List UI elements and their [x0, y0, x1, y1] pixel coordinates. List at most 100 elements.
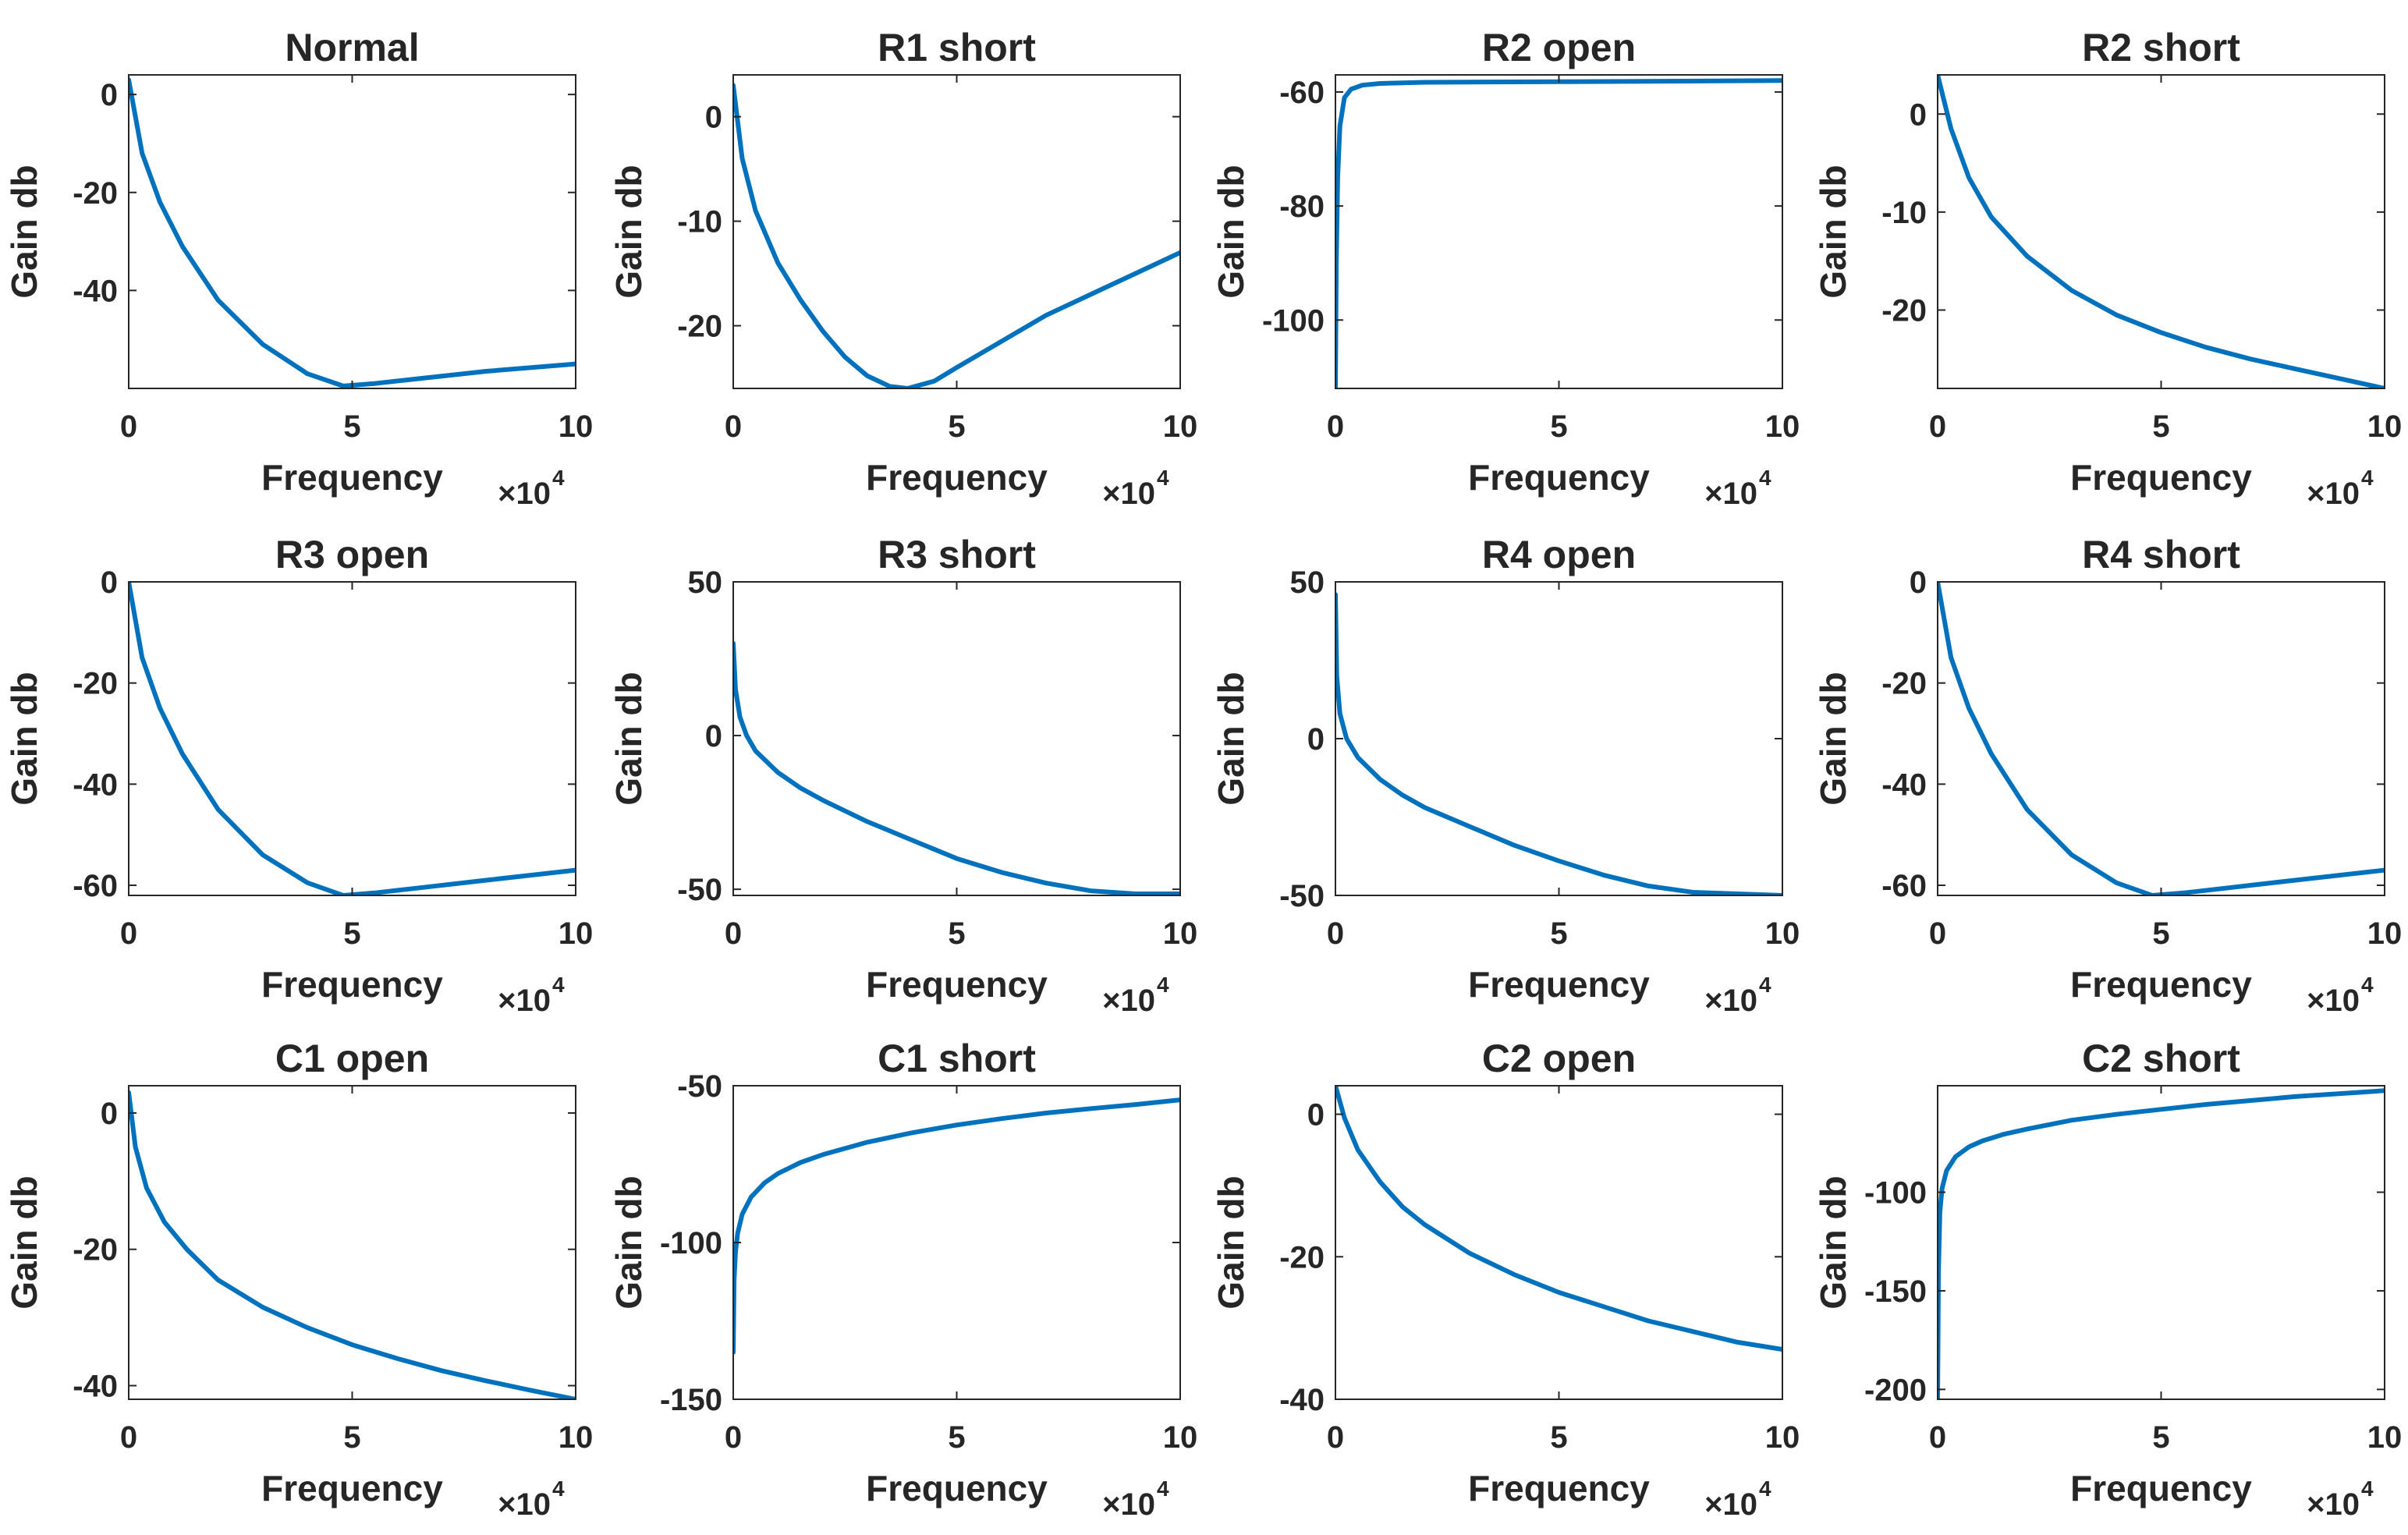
y-tick-label: -60 [73, 869, 118, 903]
x-tick-label: 10 [2367, 1420, 2403, 1455]
y-tick-label: -50 [1279, 879, 1325, 913]
x-tick-label: 0 [725, 409, 742, 444]
y-tick-label: 0 [101, 1097, 118, 1131]
x-multiplier-exponent: 4 [552, 1477, 565, 1501]
gain-curve [1335, 1086, 1782, 1352]
plot-title: C1 short [878, 1037, 1036, 1080]
y-axis-label: Gain db [608, 672, 649, 805]
y-tick-label: 0 [101, 565, 118, 600]
plot-frame [128, 74, 576, 389]
x-multiplier: ×10 [498, 477, 551, 511]
subplot: R2 short 0 5 10 0 -10 -20 Frequency Gain db ×10 4 [1813, 26, 2402, 511]
x-tick-label: 10 [1765, 409, 1800, 444]
x-tick-label: 0 [1929, 409, 1946, 444]
x-tick-label: 0 [1327, 1420, 1344, 1455]
gain-curve [129, 1090, 576, 1399]
y-tick-label: 0 [705, 101, 722, 135]
y-tick-label: -40 [1881, 768, 1927, 802]
x-tick-label: 5 [948, 916, 965, 951]
x-multiplier: ×10 [2307, 984, 2360, 1018]
plot-frame [1335, 581, 1783, 896]
x-multiplier-exponent: 4 [1157, 466, 1169, 490]
x-multiplier: ×10 [1704, 984, 1757, 1018]
gain-curve [1938, 1088, 2385, 1399]
y-tick-label: 50 [688, 565, 723, 600]
subplot: R4 short 0 5 10 0 -20 -40 -60 Frequency Gain db ×1… [1813, 533, 2402, 1018]
x-tick-label: 10 [2367, 916, 2403, 951]
subplot: R1 short 0 5 10 0 -10 -20 Frequency Gain db ×10 4 [608, 26, 1197, 511]
y-tick-label: -10 [1881, 196, 1927, 230]
y-tick-label: 0 [1910, 565, 1927, 600]
y-axis-label: Gain db [608, 1175, 649, 1309]
subplot: Normal 0 5 10 0 -20 -40 Frequency Gain db ×10 4 [4, 26, 593, 511]
x-tick-label: 0 [120, 409, 137, 444]
x-multiplier-exponent: 4 [1759, 466, 1771, 490]
y-tick-label: -60 [1881, 869, 1927, 903]
x-multiplier-exponent: 4 [552, 973, 565, 997]
gain-curve [733, 640, 1180, 895]
x-multiplier-exponent: 4 [2361, 1477, 2374, 1501]
x-tick-label: 0 [1929, 916, 1946, 951]
x-axis-label: Frequency [261, 964, 443, 1005]
x-tick-label: 10 [2367, 409, 2403, 444]
x-multiplier-exponent: 4 [1157, 1477, 1169, 1501]
plot-frame [128, 1085, 576, 1400]
x-tick-label: 10 [559, 916, 594, 951]
plot-title: R4 open [1482, 533, 1636, 576]
x-tick-label: 10 [1163, 1420, 1198, 1455]
plot-title: Normal [285, 26, 419, 69]
plot-title: R3 short [878, 533, 1036, 576]
gain-curve [1335, 78, 1782, 388]
x-tick-label: 5 [1550, 1420, 1567, 1455]
y-axis-label: Gain db [608, 165, 649, 298]
y-axis-label: Gain db [1211, 672, 1251, 805]
y-tick-label: -40 [73, 274, 118, 308]
x-multiplier: ×10 [2307, 477, 2360, 511]
y-axis-label: Gain db [1211, 1175, 1251, 1309]
x-axis-label: Frequency [261, 1468, 443, 1508]
x-axis-label: Frequency [1468, 1468, 1650, 1508]
x-axis-label: Frequency [2070, 457, 2252, 498]
y-tick-label: -60 [1279, 76, 1325, 110]
plot-title: R1 short [878, 26, 1036, 69]
subplot: C2 open 0 5 10 0 -20 -40 Frequency Gain db ×10 4 [1211, 1037, 1800, 1522]
y-tick-label: -20 [1279, 1240, 1325, 1274]
plot-frame [1335, 74, 1783, 389]
x-tick-label: 5 [2152, 1420, 2169, 1455]
y-tick-label: 0 [1307, 722, 1325, 757]
y-tick-label: -40 [1279, 1383, 1325, 1417]
x-multiplier: ×10 [1704, 477, 1757, 511]
x-multiplier: ×10 [1102, 477, 1155, 511]
x-tick-label: 5 [948, 409, 965, 444]
plot-title: R2 open [1482, 26, 1636, 69]
x-axis-label: Frequency [866, 964, 1048, 1005]
gain-curve [129, 77, 576, 388]
y-axis-label: Gain db [1813, 165, 1853, 298]
subplot: R2 open 0 5 10 -60 -80 -100 Frequency Gain db ×10… [1211, 26, 1800, 511]
y-tick-label: -10 [677, 205, 722, 239]
x-axis-label: Frequency [1468, 457, 1650, 498]
x-tick-label: 10 [1163, 409, 1198, 444]
x-tick-label: 5 [1550, 916, 1567, 951]
x-tick-label: 0 [725, 1420, 742, 1455]
x-tick-label: 5 [1550, 409, 1567, 444]
x-tick-label: 0 [120, 916, 137, 951]
y-tick-label: -40 [73, 768, 118, 802]
y-tick-label: -50 [677, 873, 722, 907]
x-tick-label: 0 [1929, 1420, 1946, 1455]
x-multiplier: ×10 [1102, 984, 1155, 1018]
y-tick-label: -20 [1881, 294, 1927, 328]
y-tick-label: -100 [1262, 303, 1325, 338]
y-tick-label: -20 [73, 176, 118, 211]
subplot: C1 short 0 5 10 -50 -100 -150 Frequency Gain db ×… [608, 1037, 1197, 1522]
subplot: R3 open 0 5 10 0 -20 -40 -60 Frequency Gain db ×10… [4, 533, 593, 1018]
x-tick-label: 0 [1327, 916, 1344, 951]
x-multiplier: ×10 [498, 1487, 551, 1522]
plot-title: R4 short [2082, 533, 2240, 576]
plot-title: R2 short [2082, 26, 2240, 69]
plot-title: C2 short [2082, 1037, 2240, 1080]
gain-curve [129, 582, 576, 895]
gain-curve [1335, 592, 1782, 895]
